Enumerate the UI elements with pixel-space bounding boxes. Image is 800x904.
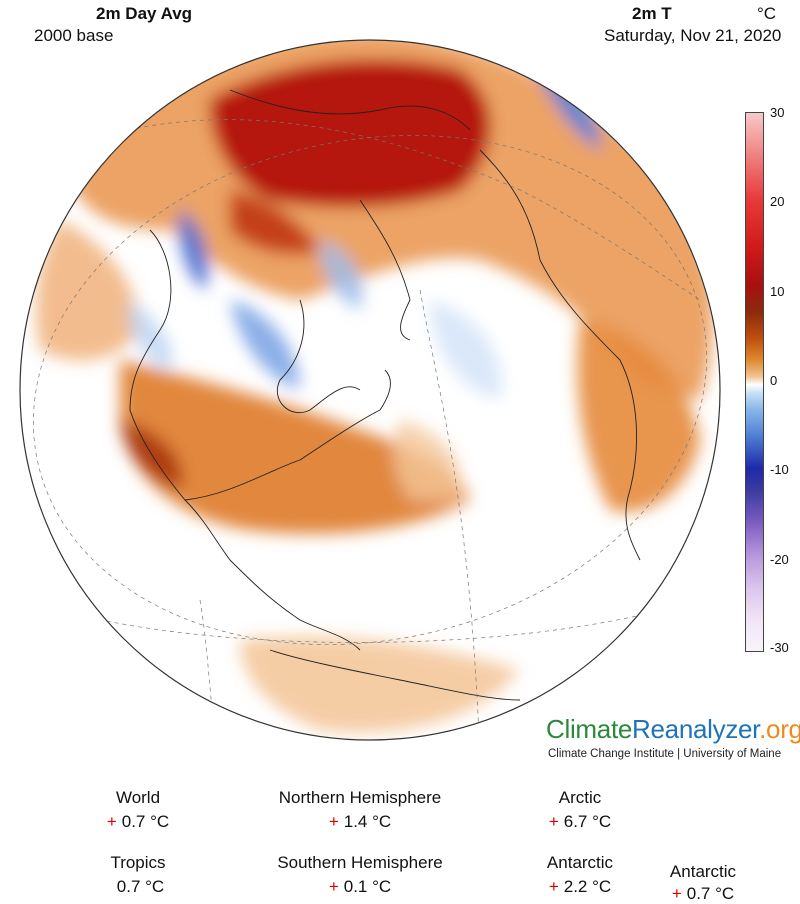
stat-label: Northern Hemisphere bbox=[278, 788, 442, 807]
colorbar-tick: 20 bbox=[770, 194, 785, 209]
stat-value: 0.7 °C bbox=[116, 877, 165, 896]
sign-plus: + bbox=[671, 884, 682, 903]
colorbar-tick: -20 bbox=[770, 552, 789, 567]
graticule bbox=[33, 119, 707, 740]
brand-part-reanalyzer: Reanalyzer bbox=[632, 714, 760, 744]
stat-label: Southern Hemisphere bbox=[277, 853, 443, 872]
colorbar-tick: -10 bbox=[770, 462, 789, 477]
unit-label: °C bbox=[757, 4, 777, 23]
brand-subline: Climate Change Institute | University of… bbox=[548, 748, 782, 760]
sign-plus: + bbox=[548, 877, 559, 896]
stat-label: Tropics bbox=[110, 853, 166, 872]
coastlines bbox=[129, 89, 641, 701]
stat-label: Antarctic bbox=[669, 862, 737, 881]
sign-plus: + bbox=[328, 812, 339, 831]
stat-value: 0.7 °C bbox=[686, 884, 735, 903]
stat-southern-hemisphere: Southern Hemisphere +0.1 °C bbox=[250, 853, 470, 897]
stat-world: World +0.7 °C bbox=[88, 788, 188, 832]
stat-antarctic-secondary: Antarctic +0.7 °C bbox=[648, 862, 758, 904]
stat-label: World bbox=[115, 788, 161, 807]
stat-antarctic: Antarctic +2.2 °C bbox=[530, 853, 630, 897]
colorbar-tick: 10 bbox=[770, 284, 785, 299]
baseline-label: 2000 base bbox=[34, 26, 114, 45]
stat-tropics: Tropics 0.7 °C bbox=[88, 853, 188, 897]
stat-value: 0.1 °C bbox=[343, 877, 392, 896]
date-label: Saturday, Nov 21, 2020 bbox=[604, 26, 782, 45]
variable-title: 2m T bbox=[632, 4, 672, 23]
map-title: 2m Day Avg bbox=[96, 4, 193, 23]
brand-part-climate: Climate bbox=[546, 714, 633, 744]
stat-value: 1.4 °C bbox=[343, 812, 392, 831]
stat-label: Antarctic bbox=[546, 853, 614, 872]
stat-northern-hemisphere: Northern Hemisphere +1.4 °C bbox=[250, 788, 470, 832]
sign-plus: + bbox=[106, 812, 117, 831]
stat-value: 2.2 °C bbox=[563, 877, 612, 896]
colorbar-tick: 0 bbox=[770, 373, 778, 388]
brand-logo[interactable]: ClimateReanalyzer.org bbox=[546, 714, 800, 744]
stat-label: Arctic bbox=[558, 788, 602, 807]
brand-part-org: .org bbox=[759, 714, 800, 744]
stat-value: 6.7 °C bbox=[563, 812, 612, 831]
stat-value: 0.7 °C bbox=[121, 812, 170, 831]
colorbar-tick: -30 bbox=[770, 640, 789, 655]
colorbar-gradient bbox=[745, 112, 764, 652]
colorbar-legend: 30 20 10 0 -10 -20 -30 bbox=[740, 106, 800, 655]
stat-arctic: Arctic +6.7 °C bbox=[530, 788, 630, 832]
sign-plus: + bbox=[328, 877, 339, 896]
globe-map bbox=[19, 39, 721, 741]
colorbar-tick: 30 bbox=[770, 105, 785, 120]
sign-plus: + bbox=[548, 812, 559, 831]
